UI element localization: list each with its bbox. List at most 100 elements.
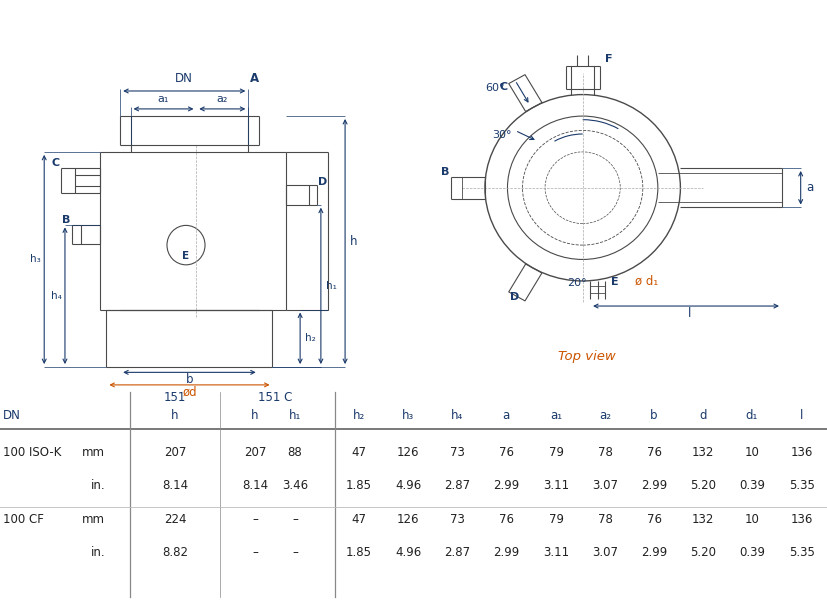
Text: 126: 126 bbox=[397, 446, 419, 459]
Text: ø d₁: ø d₁ bbox=[635, 274, 658, 288]
Text: 8.82: 8.82 bbox=[162, 546, 188, 558]
Text: 79: 79 bbox=[548, 513, 563, 526]
Text: 5.20: 5.20 bbox=[690, 479, 716, 492]
Text: 78: 78 bbox=[598, 446, 613, 459]
Text: 8.14: 8.14 bbox=[242, 479, 268, 492]
Text: 78: 78 bbox=[598, 513, 613, 526]
Text: l: l bbox=[688, 307, 691, 320]
Text: C: C bbox=[51, 158, 60, 168]
Text: 2.87: 2.87 bbox=[444, 479, 470, 492]
Text: DN: DN bbox=[3, 409, 21, 422]
Text: 76: 76 bbox=[647, 513, 662, 526]
Text: 20°: 20° bbox=[567, 279, 587, 288]
Text: 60°: 60° bbox=[485, 83, 504, 93]
Text: 79: 79 bbox=[548, 446, 563, 459]
Text: 5.35: 5.35 bbox=[789, 479, 815, 492]
Text: 4.96: 4.96 bbox=[394, 479, 421, 492]
Text: 2.87: 2.87 bbox=[444, 546, 470, 558]
Text: 30°: 30° bbox=[492, 129, 512, 140]
Text: a: a bbox=[806, 181, 814, 194]
Text: 10: 10 bbox=[744, 446, 759, 459]
Text: a: a bbox=[502, 409, 509, 422]
Text: 3.07: 3.07 bbox=[592, 546, 618, 558]
Text: h₄: h₄ bbox=[50, 291, 61, 300]
Text: 1.85: 1.85 bbox=[346, 479, 372, 492]
Text: 2.99: 2.99 bbox=[493, 546, 519, 558]
Text: 5.20: 5.20 bbox=[690, 546, 716, 558]
Text: C: C bbox=[499, 81, 507, 92]
Text: 73: 73 bbox=[450, 446, 465, 459]
Text: 47: 47 bbox=[351, 446, 366, 459]
Text: h₁: h₁ bbox=[289, 409, 301, 422]
Text: 10: 10 bbox=[744, 513, 759, 526]
Text: a₂: a₂ bbox=[599, 409, 611, 422]
Text: h₂: h₂ bbox=[353, 409, 366, 422]
Text: 3.46: 3.46 bbox=[282, 479, 308, 492]
Text: mm: mm bbox=[82, 513, 105, 526]
Text: d₁: d₁ bbox=[746, 409, 758, 422]
Text: 1.85: 1.85 bbox=[346, 546, 372, 558]
Text: h₃: h₃ bbox=[30, 254, 41, 265]
Text: 76: 76 bbox=[499, 513, 514, 526]
Text: 0.39: 0.39 bbox=[739, 546, 765, 558]
Text: DN: DN bbox=[175, 72, 194, 85]
Text: l: l bbox=[801, 409, 804, 422]
Text: in.: in. bbox=[90, 479, 105, 492]
Text: 207: 207 bbox=[164, 446, 186, 459]
Text: h: h bbox=[351, 235, 358, 248]
Text: b: b bbox=[650, 409, 657, 422]
Text: D: D bbox=[510, 293, 519, 302]
Text: ød: ød bbox=[182, 385, 197, 399]
Text: h₂: h₂ bbox=[305, 333, 316, 344]
Text: 8.14: 8.14 bbox=[162, 479, 188, 492]
Text: 0.39: 0.39 bbox=[739, 479, 765, 492]
Text: Top view: Top view bbox=[557, 350, 615, 363]
Text: h: h bbox=[251, 409, 259, 422]
Text: a₂: a₂ bbox=[217, 93, 228, 104]
Text: 224: 224 bbox=[164, 513, 186, 526]
Text: 47: 47 bbox=[351, 513, 366, 526]
Text: 73: 73 bbox=[450, 513, 465, 526]
Text: mm: mm bbox=[82, 446, 105, 459]
Text: 3.07: 3.07 bbox=[592, 479, 618, 492]
Text: d: d bbox=[700, 409, 707, 422]
Text: 4.96: 4.96 bbox=[394, 546, 421, 558]
Text: 3.11: 3.11 bbox=[543, 479, 569, 492]
Text: in.: in. bbox=[90, 546, 105, 558]
Text: a₁: a₁ bbox=[158, 93, 170, 104]
Text: 136: 136 bbox=[791, 446, 813, 459]
Text: D: D bbox=[318, 177, 327, 187]
Text: –: – bbox=[292, 546, 298, 558]
Text: –: – bbox=[252, 513, 258, 526]
Text: 100 CF: 100 CF bbox=[3, 513, 44, 526]
Text: 136: 136 bbox=[791, 513, 813, 526]
Text: 151: 151 bbox=[164, 391, 186, 404]
Text: B: B bbox=[62, 215, 70, 225]
Text: 132: 132 bbox=[692, 446, 715, 459]
Text: h: h bbox=[171, 409, 179, 422]
Text: E: E bbox=[611, 277, 619, 287]
Text: 88: 88 bbox=[288, 446, 303, 459]
Text: 100 ISO-K: 100 ISO-K bbox=[3, 446, 61, 459]
Text: E: E bbox=[183, 251, 189, 262]
Text: 207: 207 bbox=[244, 446, 266, 459]
Text: B: B bbox=[441, 167, 449, 177]
Text: h₄: h₄ bbox=[451, 409, 463, 422]
Text: 2.99: 2.99 bbox=[641, 546, 667, 558]
Text: h₁: h₁ bbox=[326, 281, 337, 291]
Text: –: – bbox=[252, 546, 258, 558]
Text: 3.11: 3.11 bbox=[543, 546, 569, 558]
Text: a₁: a₁ bbox=[550, 409, 562, 422]
Text: b: b bbox=[186, 373, 194, 386]
Text: 76: 76 bbox=[647, 446, 662, 459]
Text: h₃: h₃ bbox=[402, 409, 414, 422]
Text: 5.35: 5.35 bbox=[789, 546, 815, 558]
Text: 2.99: 2.99 bbox=[493, 479, 519, 492]
Text: 2.99: 2.99 bbox=[641, 479, 667, 492]
Text: 76: 76 bbox=[499, 446, 514, 459]
Text: A: A bbox=[250, 72, 259, 85]
Text: 151 C: 151 C bbox=[258, 391, 292, 404]
Text: 132: 132 bbox=[692, 513, 715, 526]
Text: –: – bbox=[292, 513, 298, 526]
Text: F: F bbox=[605, 54, 613, 64]
